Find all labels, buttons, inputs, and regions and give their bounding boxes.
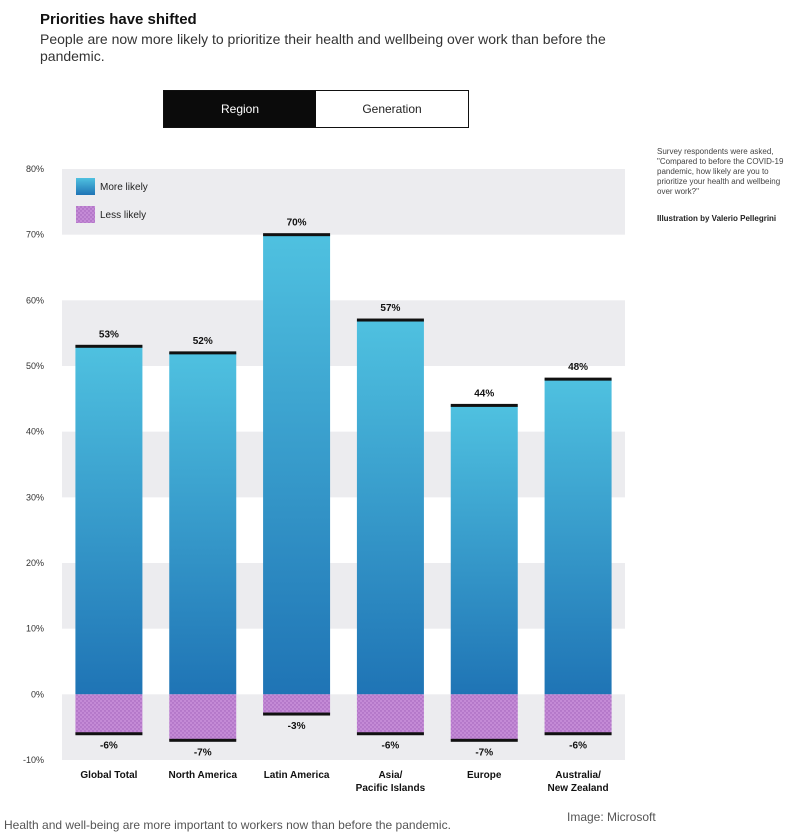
bar-cap-less-likely bbox=[75, 732, 143, 736]
data-label-more-likely: 53% bbox=[99, 329, 119, 340]
grid-band bbox=[62, 169, 625, 235]
legend-swatch-less-likely bbox=[76, 206, 95, 223]
illustration-credit: Illustration by Valerio Pellegrini bbox=[657, 214, 777, 223]
data-label-more-likely: 52% bbox=[193, 336, 213, 347]
data-label-less-likely: -6% bbox=[382, 741, 400, 752]
data-label-less-likely: -7% bbox=[194, 747, 212, 758]
tab-region[interactable]: Region bbox=[164, 91, 316, 127]
y-tick-label: 20% bbox=[26, 558, 44, 568]
category-label: Global Total bbox=[80, 770, 137, 781]
legend-label-more-likely: More likely bbox=[100, 182, 148, 193]
category-label: Australia/New Zealand bbox=[548, 770, 609, 794]
y-tick-label: 10% bbox=[26, 624, 44, 634]
view-toggle: Region Generation bbox=[163, 90, 469, 128]
bar-less-likely bbox=[169, 694, 237, 741]
y-tick-label: 50% bbox=[26, 361, 44, 371]
data-label-more-likely: 44% bbox=[474, 388, 494, 399]
data-label-less-likely: -3% bbox=[288, 721, 306, 732]
data-label-less-likely: -7% bbox=[475, 747, 493, 758]
image-source: Image: Microsoft bbox=[567, 810, 656, 824]
bar-more-likely bbox=[75, 346, 143, 695]
bar-more-likely bbox=[263, 234, 331, 695]
data-label-more-likely: 57% bbox=[380, 303, 400, 314]
bar-cap-less-likely bbox=[450, 738, 518, 742]
grid-band bbox=[62, 300, 625, 366]
bar-cap-more-likely bbox=[75, 344, 143, 348]
bar-cap-less-likely bbox=[263, 712, 331, 716]
bar-cap-less-likely bbox=[356, 732, 424, 736]
category-label: North America bbox=[168, 770, 237, 781]
bar-cap-more-likely bbox=[450, 403, 518, 407]
bar-less-likely bbox=[356, 694, 424, 734]
y-tick-label: 0% bbox=[31, 689, 44, 699]
bar-cap-more-likely bbox=[169, 351, 237, 355]
tab-generation[interactable]: Generation bbox=[316, 91, 468, 127]
bar-chart: 80% 70% 60% 50% 40% 30% 20% 10% 0% -10% 53% -6% Glo… bbox=[23, 164, 625, 794]
figure-caption: Health and well-being are more important… bbox=[4, 818, 451, 832]
y-tick-label: 40% bbox=[26, 427, 44, 437]
bar-cap-less-likely bbox=[544, 732, 612, 736]
bar-cap-more-likely bbox=[356, 318, 424, 322]
bar-more-likely bbox=[544, 379, 612, 695]
bar-more-likely bbox=[450, 405, 518, 695]
category-label: Europe bbox=[467, 770, 502, 781]
bar-more-likely bbox=[169, 352, 237, 695]
data-label-less-likely: -6% bbox=[100, 741, 118, 752]
data-label-less-likely: -6% bbox=[569, 741, 587, 752]
bar-less-likely bbox=[450, 694, 518, 741]
legend-label-less-likely: Less likely bbox=[100, 210, 146, 221]
y-tick-label: 30% bbox=[26, 492, 44, 502]
y-tick-label: 60% bbox=[26, 295, 44, 305]
chart-subtitle: People are now more likely to prioritize… bbox=[40, 31, 606, 64]
bar-more-likely bbox=[356, 320, 424, 695]
data-label-more-likely: 70% bbox=[287, 218, 307, 229]
bar-cap-less-likely bbox=[169, 738, 237, 742]
grid-band bbox=[62, 431, 625, 498]
grid-band bbox=[62, 694, 625, 760]
grid-band bbox=[62, 563, 625, 629]
bar-cap-more-likely bbox=[544, 377, 612, 381]
category-label: Asia/Pacific Islands bbox=[356, 770, 426, 794]
y-tick-label: 70% bbox=[26, 230, 44, 240]
data-label-more-likely: 48% bbox=[568, 362, 588, 373]
bar-less-likely bbox=[75, 694, 143, 734]
y-tick-label: -10% bbox=[23, 755, 44, 765]
chart-title: Priorities have shifted bbox=[40, 11, 197, 28]
y-tick-label: 80% bbox=[26, 164, 44, 174]
survey-note: Survey respondents were asked, "Compared… bbox=[657, 147, 784, 196]
category-label: Latin America bbox=[264, 770, 330, 781]
legend-swatch-more-likely bbox=[76, 178, 95, 195]
bar-cap-more-likely bbox=[263, 233, 331, 237]
bar-less-likely bbox=[263, 694, 331, 715]
bar-less-likely bbox=[544, 694, 612, 734]
